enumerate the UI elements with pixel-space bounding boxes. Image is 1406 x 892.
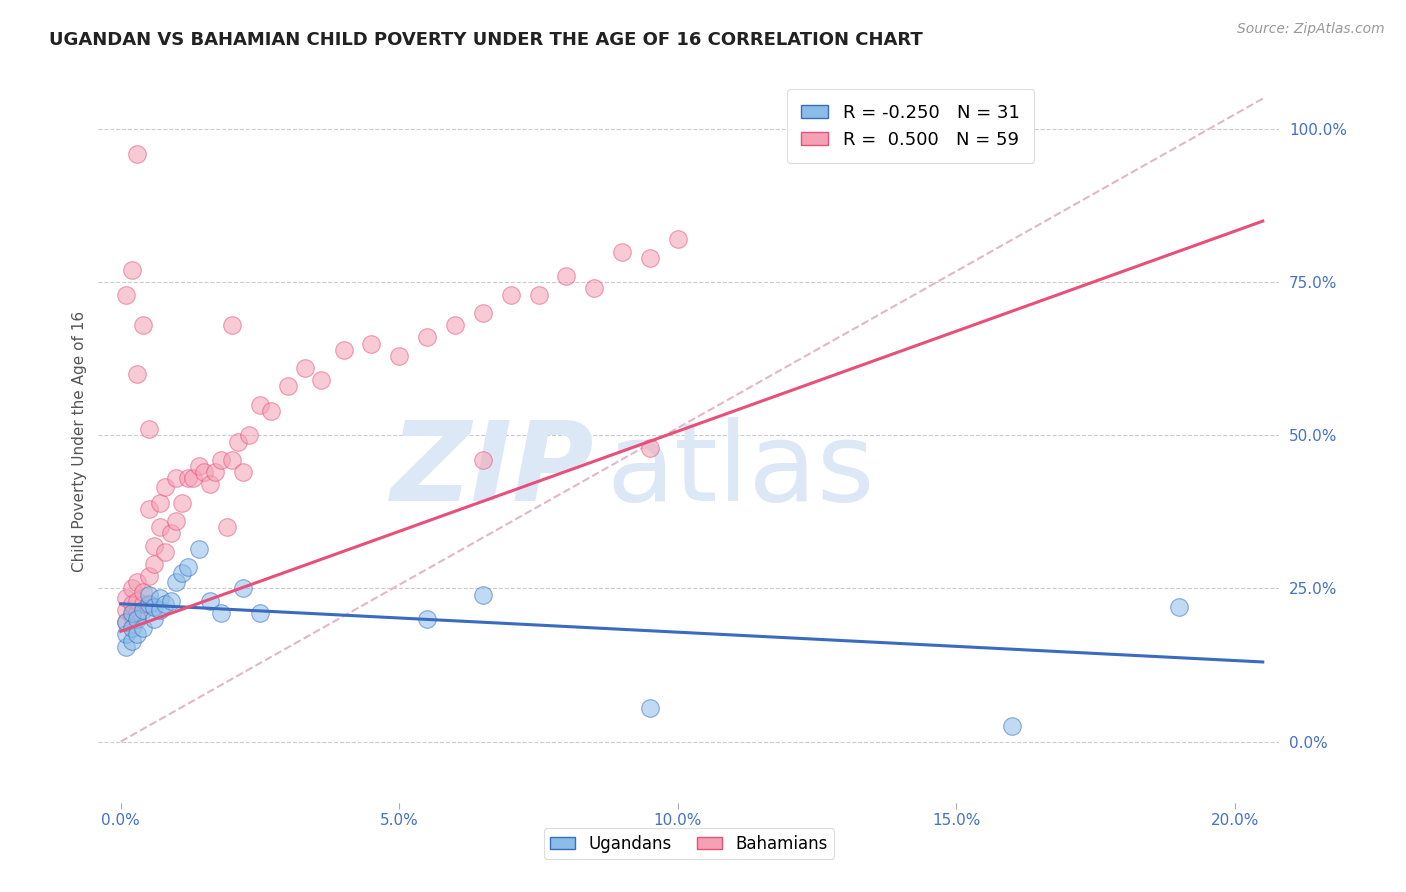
Point — [238, 428, 260, 442]
Point — [155, 597, 177, 611]
Point — [176, 560, 198, 574]
Point — [127, 593, 149, 607]
Point — [249, 606, 271, 620]
Point — [527, 287, 550, 301]
Text: UGANDAN VS BAHAMIAN CHILD POVERTY UNDER THE AGE OF 16 CORRELATION CHART: UGANDAN VS BAHAMIAN CHILD POVERTY UNDER … — [49, 31, 922, 49]
Point — [149, 603, 172, 617]
Point — [149, 496, 172, 510]
Point — [127, 146, 149, 161]
Point — [127, 367, 149, 381]
Point — [215, 520, 238, 534]
Point — [143, 612, 166, 626]
Point — [127, 612, 149, 626]
Point — [309, 373, 332, 387]
Point — [138, 502, 160, 516]
Point — [115, 640, 138, 654]
Point — [638, 251, 661, 265]
Point — [115, 615, 138, 630]
Point — [638, 701, 661, 715]
Point — [170, 496, 193, 510]
Text: ZIP: ZIP — [391, 417, 595, 524]
Point — [138, 422, 160, 436]
Point — [115, 627, 138, 641]
Point — [388, 349, 411, 363]
Point — [471, 306, 494, 320]
Point — [1001, 719, 1024, 733]
Point — [198, 477, 221, 491]
Point — [209, 453, 232, 467]
Point — [176, 471, 198, 485]
Point — [638, 441, 661, 455]
Point — [160, 526, 183, 541]
Point — [138, 569, 160, 583]
Point — [610, 244, 633, 259]
Point — [193, 465, 215, 479]
Point — [187, 458, 209, 473]
Point — [121, 597, 143, 611]
Point — [115, 591, 138, 605]
Point — [143, 539, 166, 553]
Text: Source: ZipAtlas.com: Source: ZipAtlas.com — [1237, 22, 1385, 37]
Point — [226, 434, 249, 449]
Point — [132, 621, 155, 635]
Legend: Ugandans, Bahamians: Ugandans, Bahamians — [544, 828, 834, 860]
Point — [121, 606, 143, 620]
Point — [132, 318, 155, 333]
Point — [143, 599, 166, 614]
Point — [249, 398, 271, 412]
Point — [121, 582, 143, 596]
Point — [277, 379, 299, 393]
Point — [127, 606, 149, 620]
Point — [232, 582, 254, 596]
Point — [170, 566, 193, 581]
Point — [160, 593, 183, 607]
Point — [360, 336, 382, 351]
Point — [127, 575, 149, 590]
Point — [121, 609, 143, 624]
Point — [115, 615, 138, 630]
Point — [204, 465, 226, 479]
Point — [143, 557, 166, 571]
Point — [138, 588, 160, 602]
Point — [165, 514, 187, 528]
Point — [127, 627, 149, 641]
Point — [132, 597, 155, 611]
Point — [471, 453, 494, 467]
Point — [121, 633, 143, 648]
Point — [198, 593, 221, 607]
Point — [416, 330, 439, 344]
Point — [132, 584, 155, 599]
Point — [666, 232, 689, 246]
Point — [416, 612, 439, 626]
Point — [471, 588, 494, 602]
Text: atlas: atlas — [606, 417, 875, 524]
Point — [209, 606, 232, 620]
Point — [583, 281, 606, 295]
Point — [115, 603, 138, 617]
Point — [181, 471, 204, 485]
Point — [221, 453, 243, 467]
Point — [294, 361, 316, 376]
Point — [155, 545, 177, 559]
Y-axis label: Child Poverty Under the Age of 16: Child Poverty Under the Age of 16 — [72, 311, 87, 572]
Point — [499, 287, 522, 301]
Point — [332, 343, 354, 357]
Point — [260, 404, 283, 418]
Point — [555, 269, 578, 284]
Point — [444, 318, 467, 333]
Point — [165, 471, 187, 485]
Point — [149, 591, 172, 605]
Point — [187, 541, 209, 556]
Point — [115, 287, 138, 301]
Point — [149, 520, 172, 534]
Point — [155, 480, 177, 494]
Point — [121, 263, 143, 277]
Point — [1168, 599, 1191, 614]
Point — [138, 597, 160, 611]
Point — [221, 318, 243, 333]
Point — [121, 621, 143, 635]
Point — [165, 575, 187, 590]
Point — [232, 465, 254, 479]
Point — [132, 603, 155, 617]
